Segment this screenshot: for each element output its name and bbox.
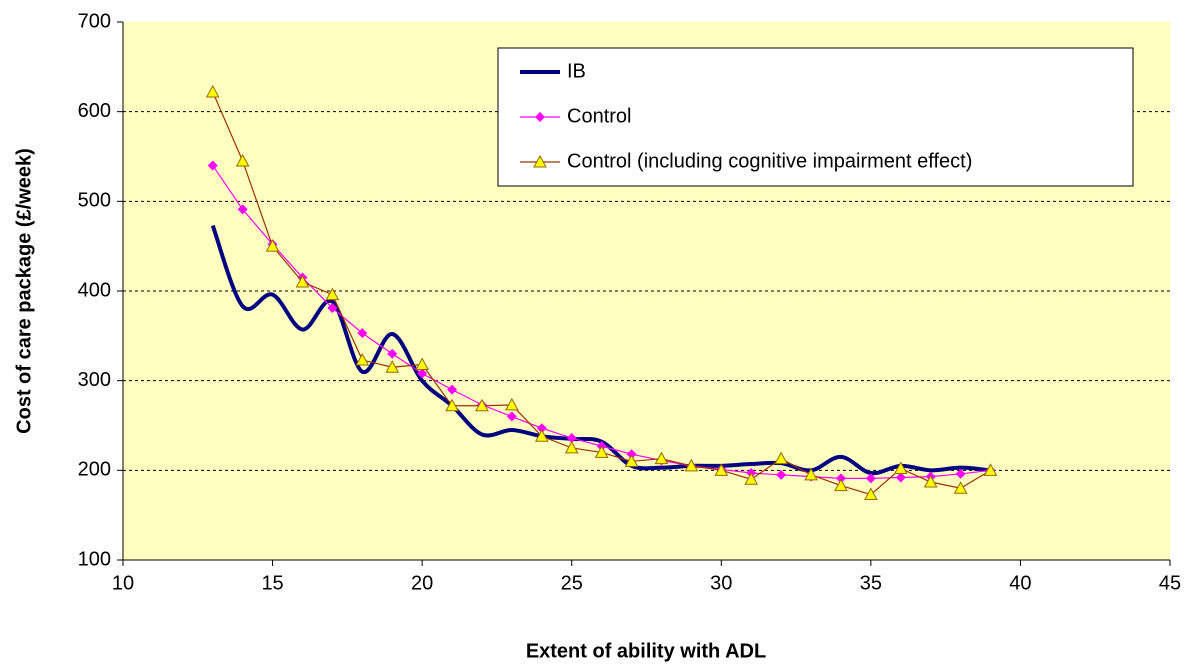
marker: [566, 433, 577, 444]
marker: [955, 468, 966, 479]
marker: [714, 463, 729, 476]
y-tick-label: 500: [78, 190, 111, 212]
marker: [506, 411, 517, 422]
y-tick-label: 100: [78, 548, 111, 570]
marker: [205, 84, 220, 98]
marker: [626, 449, 637, 460]
marker: [893, 461, 908, 475]
x-tick-label: 40: [1009, 572, 1031, 594]
x-tick-label: 30: [710, 572, 732, 594]
x-tick-label: 35: [860, 572, 882, 594]
x-tick-label: 25: [561, 572, 583, 594]
series-line: [210, 224, 991, 476]
y-tick-label: 400: [78, 279, 111, 301]
marker: [415, 357, 429, 371]
legend-label: IB: [567, 60, 586, 82]
legend-label: Control (including cognitive impairment …: [567, 150, 972, 172]
marker: [535, 112, 545, 122]
marker: [533, 154, 547, 168]
y-tick-label: 600: [78, 100, 111, 122]
x-tick-label: 10: [112, 572, 134, 594]
marker: [207, 160, 218, 171]
x-axis-title: Extent of ability with ADL: [526, 640, 766, 662]
marker: [953, 481, 968, 494]
marker: [835, 473, 846, 484]
marker: [804, 467, 818, 481]
marker: [417, 368, 428, 379]
marker: [564, 440, 579, 454]
marker: [776, 469, 787, 480]
x-tick-label: 20: [411, 572, 433, 594]
marker: [865, 473, 876, 484]
y-tick-label: 200: [78, 459, 111, 481]
y-tick-label: 700: [78, 10, 111, 32]
marker: [447, 384, 458, 395]
marker: [387, 348, 398, 359]
legend-box: [497, 47, 1134, 187]
legend: IB Control Control (including cognitive im…: [497, 47, 1134, 187]
marker: [355, 352, 370, 366]
marker: [864, 487, 878, 501]
marker: [295, 274, 310, 288]
marker: [385, 360, 400, 373]
marker: [684, 458, 699, 472]
marker: [445, 398, 459, 412]
y-tick-label: 300: [78, 369, 111, 391]
marker: [654, 451, 669, 465]
marker: [265, 239, 280, 252]
marker: [237, 204, 248, 215]
marker: [744, 472, 759, 485]
marker: [325, 287, 340, 301]
marker: [536, 423, 547, 434]
y-axis-title: Cost of care package (£/week): [13, 148, 35, 434]
marker: [235, 153, 250, 167]
marker: [475, 398, 489, 412]
legend-label: Control: [567, 105, 631, 127]
marker: [834, 478, 848, 492]
marker: [327, 303, 338, 314]
marker: [983, 463, 998, 476]
x-tick-label: 15: [261, 572, 283, 594]
marker: [624, 454, 639, 467]
marker: [895, 472, 906, 483]
marker: [923, 474, 938, 488]
marker: [357, 328, 368, 339]
marker: [534, 429, 549, 442]
x-tick-label: 45: [1159, 572, 1181, 594]
marker: [594, 445, 609, 458]
marker: [774, 451, 788, 465]
marker: [505, 397, 519, 411]
